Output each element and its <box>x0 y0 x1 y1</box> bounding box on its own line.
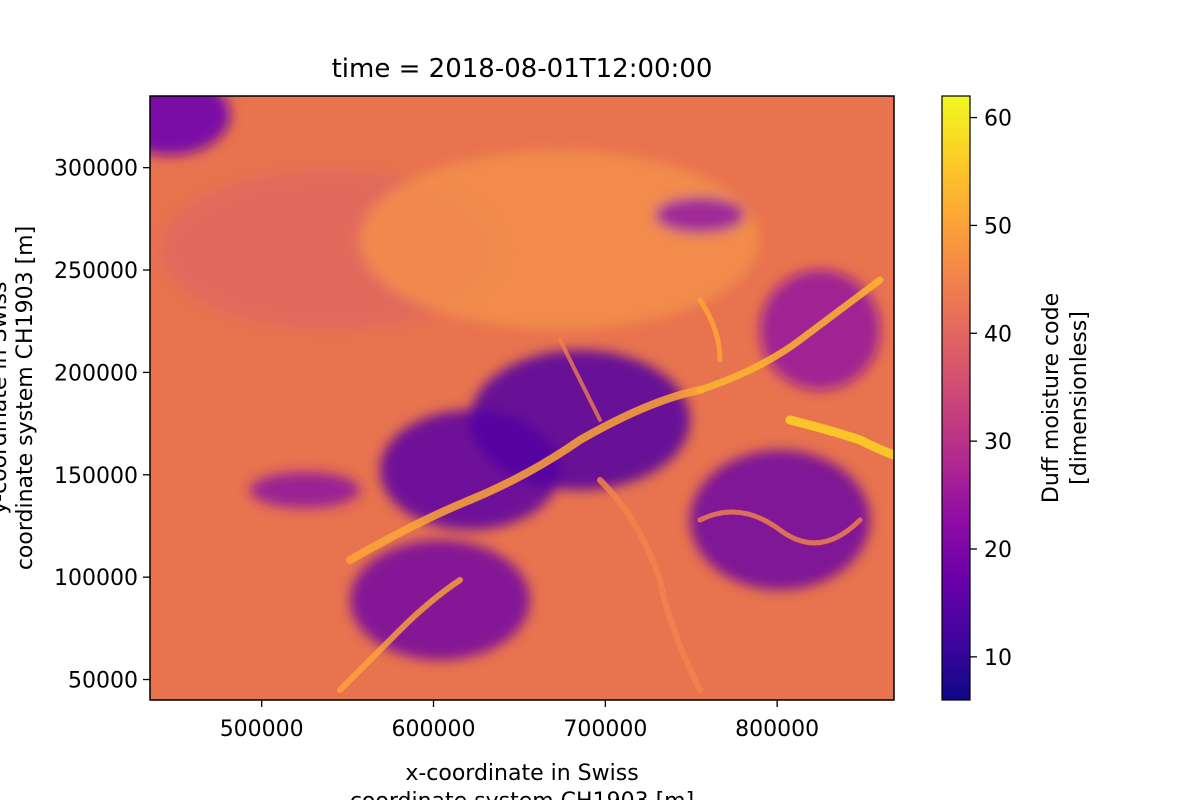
x-axis-label-line-1: x-coordinate in Swiss <box>405 761 638 786</box>
x-tick-label: 500000 <box>220 717 304 742</box>
chart-title: time = 2018-08-01T12:00:00 <box>332 54 713 84</box>
colorbar-tick-label: 40 <box>984 322 1012 347</box>
heatmap-valley-reuss <box>558 338 602 422</box>
heatmap-region-alps-central <box>470 350 690 490</box>
x-axis-label-line-2: coordinate system CH1903 [m] <box>350 789 694 800</box>
y-tick-label: 250000 <box>54 259 138 284</box>
colorbar-tick-label: 20 <box>984 538 1012 563</box>
heatmap-valley-east <box>697 509 863 546</box>
heatmap-region-alps-east <box>690 450 870 590</box>
y-tick-label: 100000 <box>54 566 138 591</box>
x-tick-label: 600000 <box>392 717 476 742</box>
colorbar-label-line-1: Duff moisture code <box>1039 293 1064 503</box>
heatmap-region-engadin <box>760 270 880 390</box>
heatmap-valley-rhone <box>346 386 704 564</box>
plot-frame <box>149 95 895 701</box>
heatmap-region-lake-geneva <box>250 472 360 508</box>
y-axis: 50000 100000 150000 200000 250000 300000 <box>54 157 150 694</box>
colorbar-label-line-2: [dimensionless] <box>1067 311 1092 485</box>
colorbar-tick-label: 60 <box>984 107 1012 132</box>
x-tick-label: 800000 <box>735 717 819 742</box>
heatmap-valley-inn <box>785 415 894 460</box>
heatmap-region-alps-south <box>350 540 530 660</box>
y-tick-label: 300000 <box>54 157 138 182</box>
y-axis-label-line-2: coordinate system CH1903 [m] <box>13 226 38 570</box>
colorbar-tick-label: 30 <box>984 430 1012 455</box>
colorbar-axis: 10 20 30 40 50 60 <box>970 107 1012 671</box>
y-axis-label-line-1: y-coordinate in Swiss <box>0 282 12 515</box>
heatmap-valley-north <box>697 297 723 363</box>
heatmap-region-plateau <box>360 150 760 330</box>
x-tick-label: 700000 <box>563 717 647 742</box>
y-tick-label: 50000 <box>68 669 138 694</box>
colorbar-tick-label: 10 <box>984 646 1012 671</box>
y-tick-label: 150000 <box>54 464 138 489</box>
heatmap-field <box>150 96 894 700</box>
colorbar <box>941 95 971 701</box>
heatmap-region-lake-constance <box>655 197 745 233</box>
y-tick-label: 200000 <box>54 361 138 386</box>
heatmap-valley-ticino <box>597 477 703 693</box>
heatmap-valley-rhine <box>696 276 884 394</box>
heatmap-valley-south <box>337 577 463 693</box>
x-axis: 500000 600000 700000 800000 <box>220 700 819 742</box>
heatmap-region-northwest <box>150 96 230 155</box>
colorbar-tick-label: 50 <box>984 214 1012 239</box>
